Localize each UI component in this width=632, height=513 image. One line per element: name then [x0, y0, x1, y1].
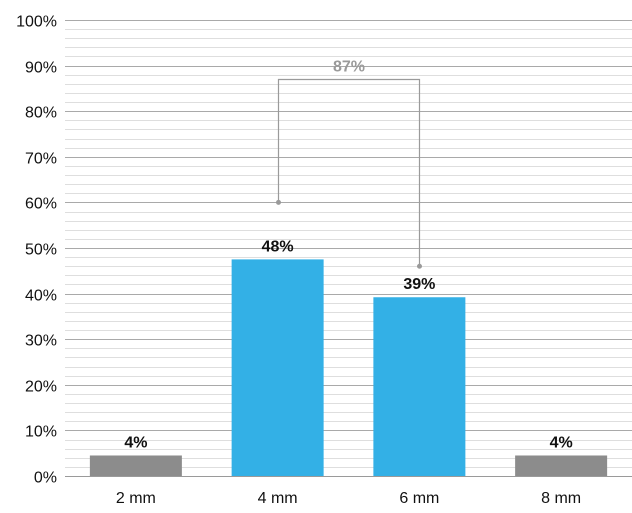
bar — [231, 259, 324, 476]
y-tick-label: 60% — [25, 196, 57, 213]
y-tick-label: 90% — [25, 60, 57, 77]
y-tick-label: 100% — [16, 14, 57, 31]
bracket-dot — [276, 199, 281, 205]
y-tick-label: 20% — [25, 379, 57, 396]
data-label: 39% — [403, 276, 435, 293]
y-tick-label: 10% — [25, 424, 57, 441]
data-label: 4% — [124, 434, 147, 451]
x-axis: 2 mm 4 mm 6 mm 8 mm — [116, 490, 581, 507]
y-axis: 0% 10% 20% 30% 40% 50% 60% 70% 80% 90% 100% — [16, 14, 57, 487]
sum-bracket: 87% — [276, 59, 422, 269]
y-tick-label: 30% — [25, 333, 57, 350]
data-label: 4% — [550, 434, 573, 451]
y-tick-label: 40% — [25, 288, 57, 305]
data-labels: 4% 48% 39% 4% — [124, 238, 572, 451]
x-tick-label: 2 mm — [116, 490, 156, 507]
gridlines — [65, 20, 632, 477]
bars — [89, 259, 608, 476]
y-tick-label: 50% — [25, 242, 57, 259]
bracket-label: 87% — [333, 59, 365, 76]
bracket-line — [277, 78, 421, 267]
bar — [515, 455, 608, 476]
x-tick-label: 8 mm — [541, 490, 581, 507]
y-tick-label: 70% — [25, 151, 57, 168]
bar — [373, 297, 466, 476]
x-tick-label: 4 mm — [258, 490, 298, 507]
bracket-dot — [417, 263, 422, 269]
bar — [89, 455, 182, 476]
y-tick-label: 0% — [34, 470, 57, 487]
x-tick-label: 6 mm — [399, 490, 439, 507]
data-label: 48% — [262, 238, 294, 255]
y-tick-label: 80% — [25, 105, 57, 122]
